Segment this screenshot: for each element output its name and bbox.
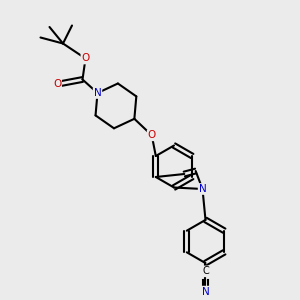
Text: C: C: [202, 266, 209, 276]
Text: O: O: [53, 79, 61, 89]
Text: N: N: [94, 88, 101, 98]
Text: O: O: [81, 53, 90, 64]
Text: N: N: [199, 184, 206, 194]
Text: O: O: [148, 130, 156, 140]
Text: N: N: [202, 286, 209, 297]
